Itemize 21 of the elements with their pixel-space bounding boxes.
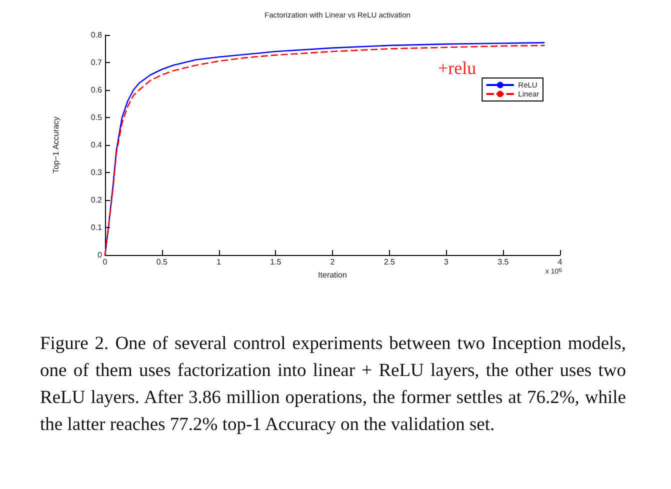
x-tick-label: 3.5 bbox=[498, 258, 510, 266]
y-tick-label: 0.6 bbox=[90, 86, 103, 94]
x-axis-title: Iteration bbox=[318, 270, 347, 280]
y-tick-label: 0.3 bbox=[90, 168, 103, 177]
y-tick-label: 0.1 bbox=[90, 223, 103, 232]
x-tick-label: 0.5 bbox=[156, 258, 168, 266]
x-tick-label: 2.5 bbox=[384, 258, 396, 266]
y-axis-title: Top−1 Accuracy bbox=[52, 116, 60, 174]
y-tick-label: 0.5 bbox=[90, 113, 103, 122]
x-tick-label: 1 bbox=[216, 258, 222, 266]
x-tick-label: 3 bbox=[444, 258, 450, 266]
x-tick-label: 2 bbox=[330, 258, 336, 266]
y-tick-label: 0 bbox=[98, 250, 103, 260]
x-tick-label: 1.5 bbox=[270, 258, 282, 266]
y-tick-label: 0.4 bbox=[90, 140, 103, 150]
x-tick-label: 4 bbox=[558, 258, 563, 266]
annotation: +relu bbox=[438, 58, 476, 78]
y-tick-label: 0.2 bbox=[90, 196, 103, 204]
caption: Figure 2. One of several control experiments between two Inception models, one of them uses factorization into linear + ReLU layers, the other uses two ReLU layers. After 3.86 million operations, the former settles at 76.2%, while the latter reaches 77.2% top-1 Accuracy on the validation set. bbox=[40, 333, 626, 437]
y-tick-label: 0.7 bbox=[90, 58, 103, 67]
y-tick-label: 0.8 bbox=[90, 30, 103, 40]
